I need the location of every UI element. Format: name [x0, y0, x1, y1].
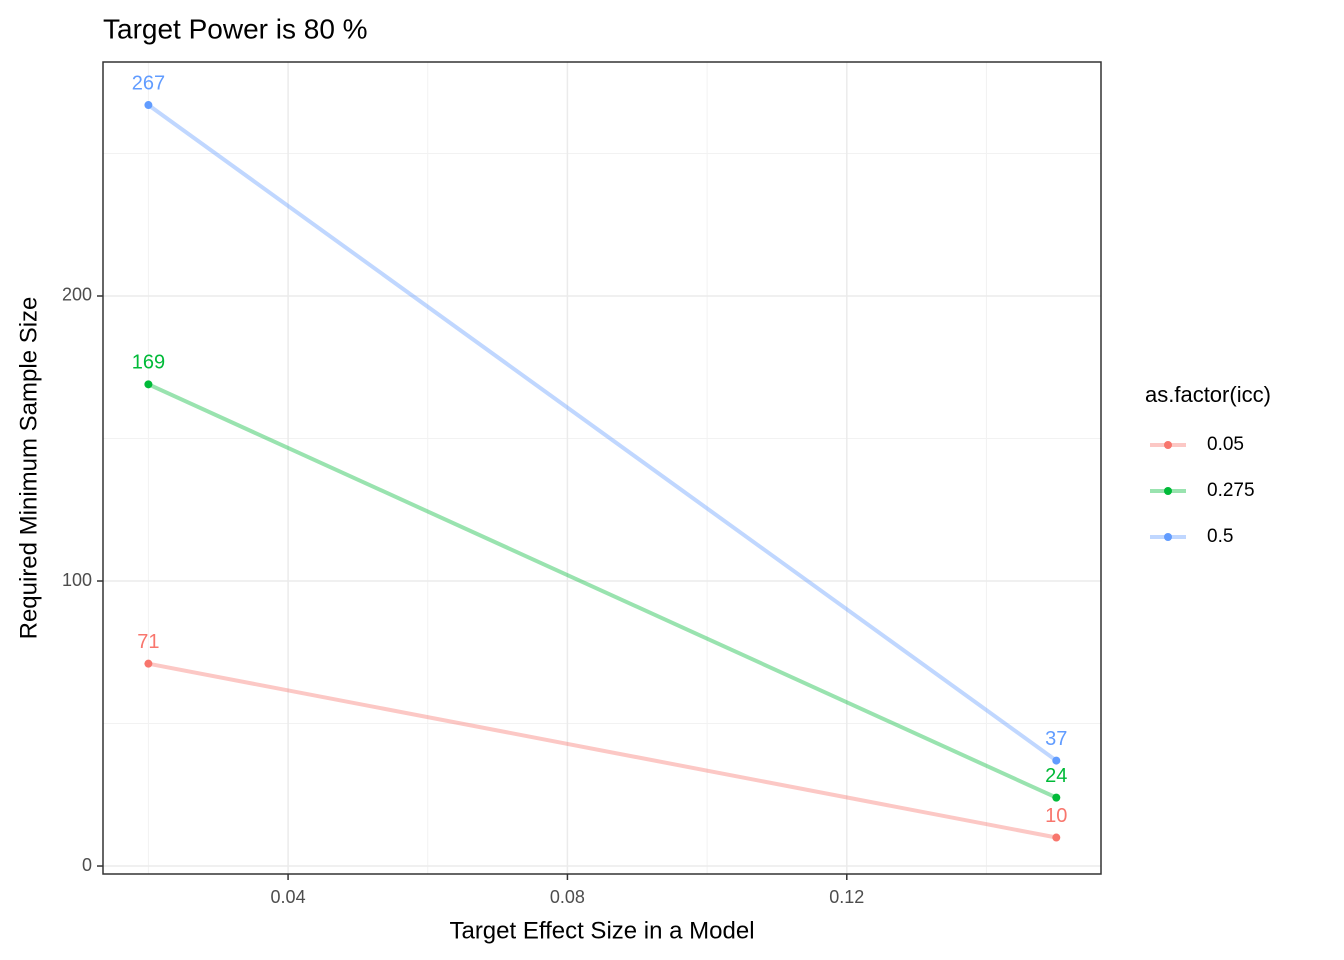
y-axis-title: Required Minimum Sample Size [15, 297, 42, 640]
chart-title: Target Power is 80 % [103, 13, 368, 44]
legend-label: 0.05 [1207, 434, 1244, 455]
x-tick-label: 0.12 [829, 887, 864, 907]
data-point [144, 659, 153, 668]
data-point [144, 380, 153, 389]
legend-key-point [1164, 533, 1172, 541]
legend-title: as.factor(icc) [1145, 382, 1271, 407]
y-tick-label: 0 [82, 855, 92, 875]
series-line [148, 661, 1057, 840]
x-tick-label: 0.08 [550, 887, 585, 907]
x-axis-title: Target Effect Size in a Model [449, 917, 754, 944]
legend-key-point [1164, 487, 1172, 495]
data-label: 37 [1045, 728, 1067, 750]
legend-key-point [1164, 441, 1172, 449]
data-label: 169 [132, 352, 165, 374]
series-line [147, 382, 1058, 800]
data-label: 24 [1045, 765, 1067, 787]
data-point [1052, 756, 1061, 765]
series-line [147, 103, 1058, 763]
legend-label: 0.5 [1207, 526, 1233, 547]
y-tick-label: 200 [62, 285, 92, 305]
x-tick-label: 0.04 [271, 887, 306, 907]
panel-border [102, 61, 1102, 875]
data-point [144, 101, 153, 110]
y-tick-label: 100 [62, 570, 92, 590]
data-label: 71 [137, 631, 159, 653]
data-label: 267 [132, 72, 165, 94]
data-label: 10 [1045, 805, 1067, 827]
data-point [1052, 833, 1061, 842]
data-point [1052, 793, 1061, 802]
legend-label: 0.275 [1207, 480, 1255, 501]
